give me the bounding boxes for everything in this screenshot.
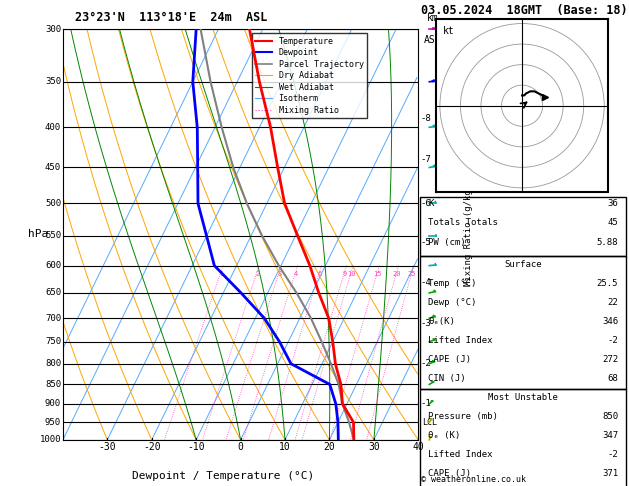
Text: 25.5: 25.5: [597, 279, 618, 288]
Text: 23°23'N  113°18'E  24m  ASL: 23°23'N 113°18'E 24m ASL: [75, 11, 268, 24]
Text: 350: 350: [45, 77, 61, 86]
Text: 371: 371: [602, 469, 618, 478]
Text: 850: 850: [45, 380, 61, 389]
Text: -1: -1: [420, 399, 431, 408]
Text: 450: 450: [45, 163, 61, 172]
Text: Dewpoint / Temperature (°C): Dewpoint / Temperature (°C): [131, 470, 314, 481]
Text: 5.88: 5.88: [597, 238, 618, 247]
Text: Most Unstable: Most Unstable: [488, 393, 559, 402]
Text: 750: 750: [45, 337, 61, 346]
Text: Pressure (mb): Pressure (mb): [428, 412, 498, 421]
Text: 15: 15: [374, 271, 382, 277]
Text: 4: 4: [294, 271, 298, 277]
Text: Temp (°C): Temp (°C): [428, 279, 477, 288]
Text: LCL: LCL: [423, 418, 437, 427]
Text: PW (cm): PW (cm): [428, 238, 466, 247]
Text: 40: 40: [413, 442, 424, 452]
Text: -4: -4: [420, 278, 431, 287]
Text: -5: -5: [420, 238, 431, 246]
Text: -7: -7: [420, 156, 431, 164]
Text: Totals Totals: Totals Totals: [428, 218, 498, 227]
Text: 3: 3: [277, 271, 282, 277]
Text: -2: -2: [608, 450, 618, 459]
Text: 400: 400: [45, 123, 61, 132]
Text: 25: 25: [408, 271, 416, 277]
Text: 20: 20: [323, 442, 335, 452]
Text: 10: 10: [347, 271, 355, 277]
Text: -20: -20: [143, 442, 160, 452]
Text: 03.05.2024  18GMT  (Base: 18): 03.05.2024 18GMT (Base: 18): [421, 4, 628, 17]
Text: km: km: [426, 13, 438, 23]
Text: 300: 300: [45, 25, 61, 34]
Text: kt: kt: [443, 26, 455, 36]
Text: 347: 347: [602, 431, 618, 440]
Legend: Temperature, Dewpoint, Parcel Trajectory, Dry Adiabat, Wet Adiabat, Isotherm, Mi: Temperature, Dewpoint, Parcel Trajectory…: [252, 34, 367, 118]
Text: 800: 800: [45, 359, 61, 368]
Text: © weatheronline.co.uk: © weatheronline.co.uk: [421, 474, 526, 484]
Text: -2: -2: [608, 336, 618, 345]
Text: CAPE (J): CAPE (J): [428, 355, 471, 364]
Text: ASL: ASL: [424, 35, 442, 45]
Text: 45: 45: [608, 218, 618, 227]
Text: CAPE (J): CAPE (J): [428, 469, 471, 478]
Text: 10: 10: [279, 442, 291, 452]
Text: Mixing Ratio (g/kg): Mixing Ratio (g/kg): [464, 183, 472, 286]
Text: 850: 850: [602, 412, 618, 421]
Text: 550: 550: [45, 231, 61, 241]
Text: 650: 650: [45, 288, 61, 297]
Text: Surface: Surface: [504, 260, 542, 269]
Text: 700: 700: [45, 313, 61, 323]
Text: 6: 6: [318, 271, 322, 277]
Text: Dewp (°C): Dewp (°C): [428, 298, 477, 307]
Text: 68: 68: [608, 374, 618, 383]
Text: CIN (J): CIN (J): [428, 374, 466, 383]
Text: 346: 346: [602, 317, 618, 326]
Text: 900: 900: [45, 399, 61, 408]
Text: 600: 600: [45, 261, 61, 270]
Text: 1: 1: [219, 271, 223, 277]
Text: 500: 500: [45, 199, 61, 208]
Text: 272: 272: [602, 355, 618, 364]
Text: 0: 0: [238, 442, 243, 452]
Text: 30: 30: [368, 442, 380, 452]
Text: Lifted Index: Lifted Index: [428, 336, 493, 345]
Text: Lifted Index: Lifted Index: [428, 450, 493, 459]
Text: -6: -6: [420, 199, 431, 208]
Text: 36: 36: [608, 199, 618, 208]
Text: hPa: hPa: [28, 229, 48, 240]
Text: 1000: 1000: [40, 435, 61, 444]
Text: -10: -10: [187, 442, 205, 452]
Text: 9: 9: [343, 271, 347, 277]
Text: 20: 20: [392, 271, 401, 277]
Text: 2: 2: [255, 271, 259, 277]
Text: 22: 22: [608, 298, 618, 307]
Text: -30: -30: [99, 442, 116, 452]
Text: θₑ(K): θₑ(K): [428, 317, 455, 326]
Text: θₑ (K): θₑ (K): [428, 431, 460, 440]
Text: -8: -8: [420, 114, 431, 123]
Text: -3: -3: [420, 318, 431, 328]
Text: 950: 950: [45, 418, 61, 427]
Text: -2: -2: [420, 359, 431, 368]
Text: K: K: [428, 199, 434, 208]
